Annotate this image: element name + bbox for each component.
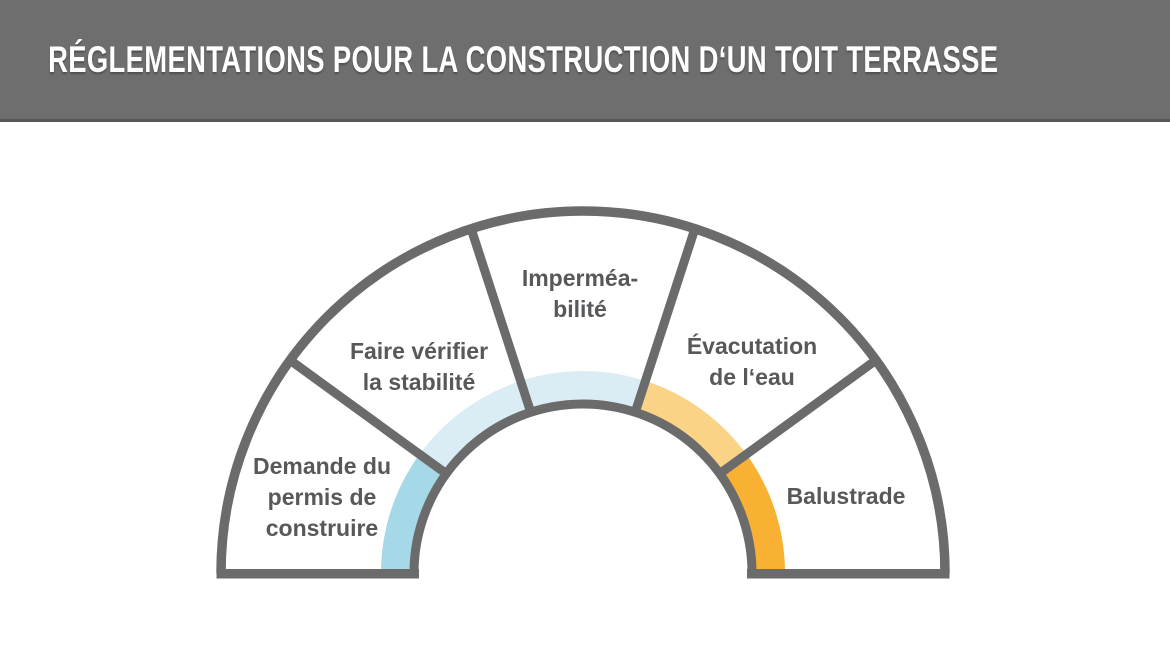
segment-label-stabilite-line-1: Faire vérifier	[350, 338, 488, 364]
band-arc-stabilite	[419, 380, 530, 472]
inner-arc	[409, 399, 757, 574]
segment-label-stabilite: Faire vérifier la stabilité	[350, 338, 488, 395]
band-arc-impermeabilite	[520, 371, 646, 409]
page-title: RÉGLEMENTATIONS POUR LA CONSTRUCTION D‘U…	[48, 38, 999, 80]
divider-2	[466, 227, 536, 414]
segment-label-impermeabilite-line-2: bilité	[553, 296, 607, 322]
segment-label-permis-line-3: construire	[266, 515, 378, 541]
segment-label-impermeabilite: Imperméa- bilité	[522, 265, 638, 322]
divider-4	[717, 356, 879, 478]
divider-3	[630, 227, 700, 414]
segment-label-balustrade-line-1: Balustrade	[787, 483, 906, 509]
band-arc-permis	[381, 454, 444, 574]
band-arc-balustrade	[722, 454, 785, 574]
segment-label-balustrade: Balustrade	[787, 483, 906, 509]
segment-label-evacuation-line-2: de l‘eau	[709, 364, 795, 390]
outer-arc	[216, 206, 950, 574]
segment-label-evacuation: Évacutation de l‘eau	[687, 332, 817, 390]
band-arc-evacuation	[636, 380, 747, 472]
segment-label-permis-line-1: Demande du	[253, 453, 391, 479]
segment-label-permis: Demande du permis de construire	[253, 453, 391, 541]
divider-1	[287, 356, 449, 478]
segment-label-permis-line-2: permis de	[268, 484, 377, 510]
segment-label-evacuation-line-1: Évacutation	[687, 332, 817, 359]
header-band: RÉGLEMENTATIONS POUR LA CONSTRUCTION D‘U…	[0, 0, 1170, 122]
segment-label-impermeabilite-line-1: Imperméa-	[522, 265, 638, 291]
segment-label-stabilite-line-2: la stabilité	[363, 369, 475, 395]
